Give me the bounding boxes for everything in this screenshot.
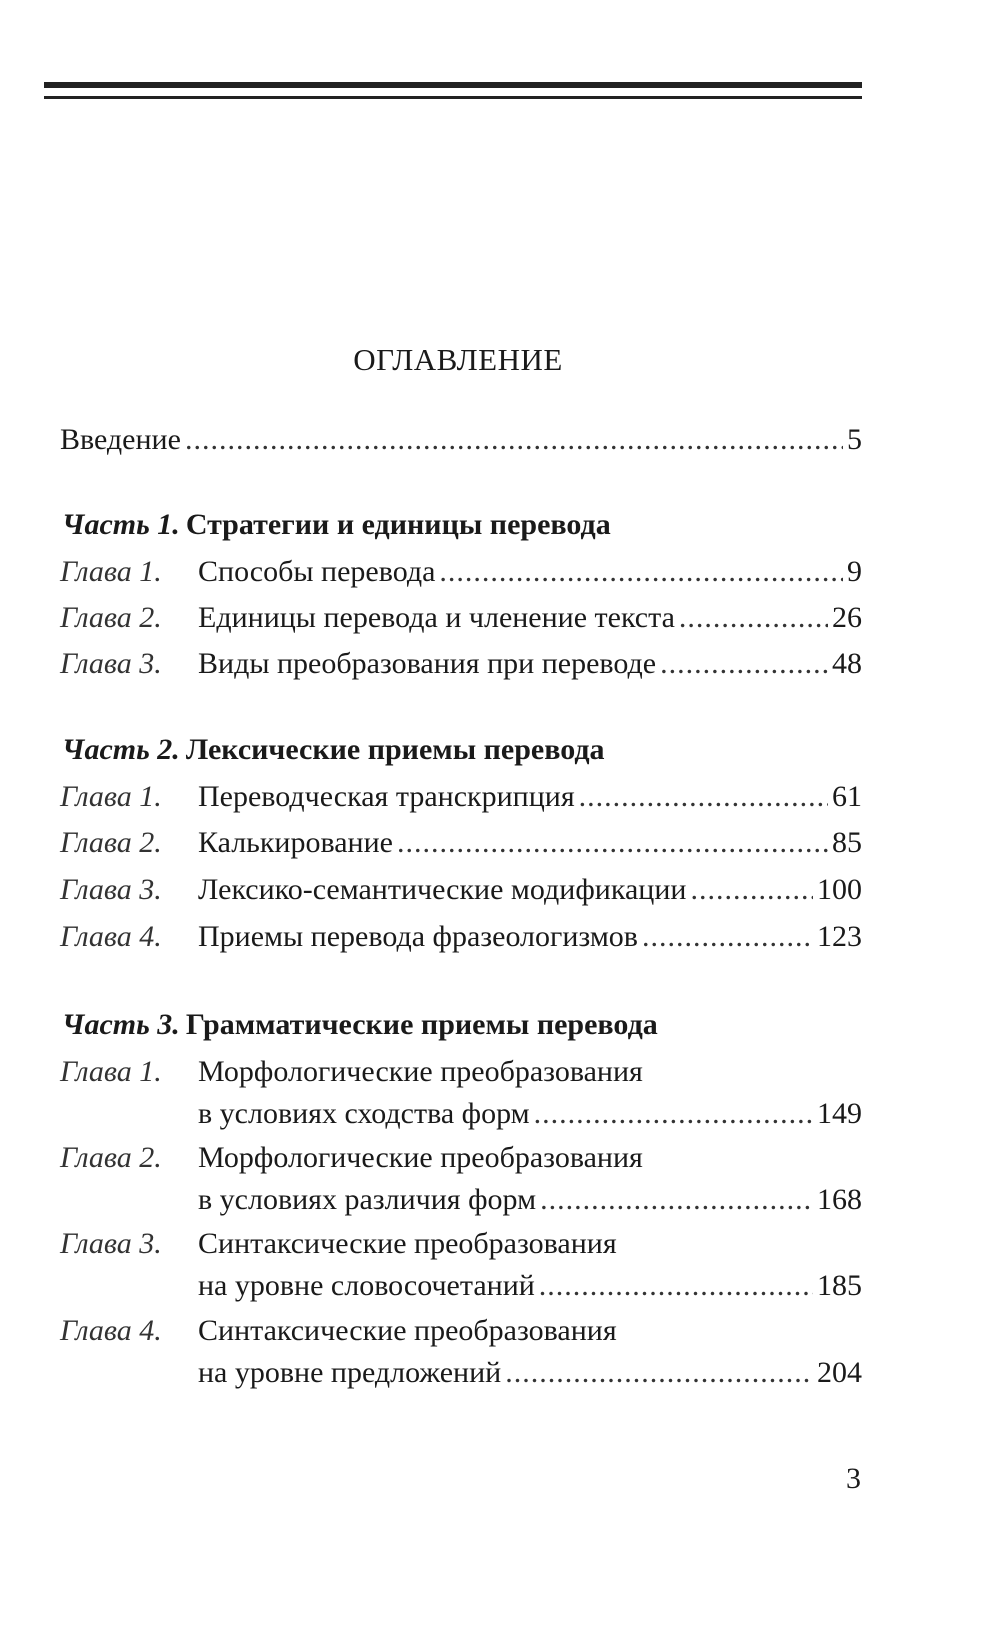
chapter-label: Глава 2. — [60, 1141, 162, 1174]
entry-title: Синтаксические преобразования — [198, 1227, 617, 1260]
toc-entry: Глава 4. Приемы перевода фразеологизмов 12… — [60, 917, 862, 957]
entry-page: 5 — [847, 423, 862, 456]
toc-entry: Глава 3. Виды преобразования при переводе… — [60, 644, 862, 684]
part-title: Грамматические приемы перевода — [185, 1008, 658, 1041]
toc-entry: Глава 2. Калькирование 85 — [60, 823, 862, 863]
entry-title-cont: на уровне предложений — [198, 1356, 502, 1389]
part-heading: Часть 1. Стратегии и единицы перевода — [62, 505, 611, 545]
entry-page: 204 — [817, 1356, 862, 1389]
part-heading: Часть 3. Грамматические приемы перевода — [62, 1005, 658, 1045]
entry-page: 149 — [817, 1097, 862, 1130]
entry-page: 61 — [832, 780, 862, 813]
toc-entry: Глава 1. Способы перевода 9 — [60, 552, 862, 592]
dot-leader — [690, 870, 813, 910]
dot-leader — [397, 823, 828, 863]
entry-page: 185 — [817, 1269, 862, 1302]
entry-title: Морфологические преобразования — [198, 1055, 643, 1088]
entry-title: Синтаксические преобразования — [198, 1314, 617, 1347]
entry-page: 48 — [832, 647, 862, 680]
toc-entry-continuation: в условиях различия форм 168 — [60, 1180, 862, 1220]
entry-title: Приемы перевода фразеологизмов — [198, 920, 638, 953]
header-rule-thick — [44, 82, 862, 88]
chapter-label: Глава 3. — [60, 873, 162, 906]
chapter-label: Глава 4. — [60, 1314, 162, 1347]
dot-leader — [642, 917, 813, 957]
toc-entry: Глава 1. Морфологические преобразования — [60, 1052, 862, 1092]
toc-entry-continuation: в условиях сходства форм 149 — [60, 1094, 862, 1134]
entry-page: 123 — [817, 920, 862, 953]
chapter-label: Глава 2. — [60, 826, 162, 859]
toc-entry-continuation: на уровне словосочетаний 185 — [60, 1266, 862, 1306]
part-label: Часть 2. — [62, 733, 180, 766]
part-title: Стратегии и единицы перевода — [185, 508, 611, 541]
entry-page: 85 — [832, 826, 862, 859]
toc-entry-continuation: на уровне предложений 204 — [60, 1353, 862, 1393]
entry-title: Калькирование — [198, 826, 393, 859]
entry-page: 26 — [832, 601, 862, 634]
entry-title: Введение — [60, 423, 181, 456]
page-number: 3 — [846, 1462, 861, 1495]
entry-title-cont: в условиях сходства форм — [198, 1097, 530, 1130]
chapter-label: Глава 1. — [60, 780, 162, 813]
header-rule-thin — [44, 96, 862, 99]
entry-title-cont: на уровне словосочетаний — [198, 1269, 535, 1302]
toc-entry: Глава 2. Морфологические преобразования — [60, 1138, 862, 1178]
chapter-label: Глава 1. — [60, 1055, 162, 1088]
chapter-label: Глава 3. — [60, 1227, 162, 1260]
entry-title-cont: в условиях различия форм — [198, 1183, 537, 1216]
entry-title: Лексико-семантические модификации — [198, 873, 687, 906]
dot-leader — [505, 1353, 813, 1393]
entry-title: Морфологические преобразования — [198, 1141, 643, 1174]
entry-page: 9 — [847, 555, 862, 588]
dot-leader — [439, 552, 843, 592]
entry-page: 100 — [817, 873, 862, 906]
chapter-label: Глава 1. — [60, 555, 162, 588]
chapter-label: Глава 4. — [60, 920, 162, 953]
entry-title: Единицы перевода и членение текста — [198, 601, 675, 634]
part-heading: Часть 2. Лексические приемы перевода — [62, 730, 605, 770]
toc-entry: Глава 4. Синтаксические преобразования — [60, 1311, 862, 1351]
toc-entry: Глава 3. Синтаксические преобразования — [60, 1224, 862, 1264]
dot-leader — [534, 1094, 813, 1134]
toc-entry: Глава 1. Переводческая транскрипция 61 — [60, 777, 862, 817]
part-title: Лексические приемы перевода — [185, 733, 605, 766]
entry-title: Виды преобразования при переводе — [198, 647, 657, 680]
chapter-label: Глава 3. — [60, 647, 162, 680]
entry-title: Способы перевода — [198, 555, 436, 588]
page-title: ОГЛАВЛЕНИЕ — [353, 342, 563, 377]
dot-leader — [540, 1180, 813, 1220]
part-label: Часть 3. — [62, 1008, 180, 1041]
toc-entry-intro: Введение 5 — [60, 420, 862, 460]
dot-leader — [539, 1266, 813, 1306]
chapter-label: Глава 2. — [60, 601, 162, 634]
toc-entry: Глава 2. Единицы перевода и членение текс… — [60, 598, 862, 638]
dot-leader — [660, 644, 828, 684]
toc-entry: Глава 3. Лексико-семантические модификаци… — [60, 870, 862, 910]
dot-leader — [679, 598, 828, 638]
entry-title: Переводческая транскрипция — [198, 780, 575, 813]
dot-leader — [579, 777, 828, 817]
entry-page: 168 — [817, 1183, 862, 1216]
dot-leader — [185, 420, 843, 460]
part-label: Часть 1. — [62, 508, 180, 541]
